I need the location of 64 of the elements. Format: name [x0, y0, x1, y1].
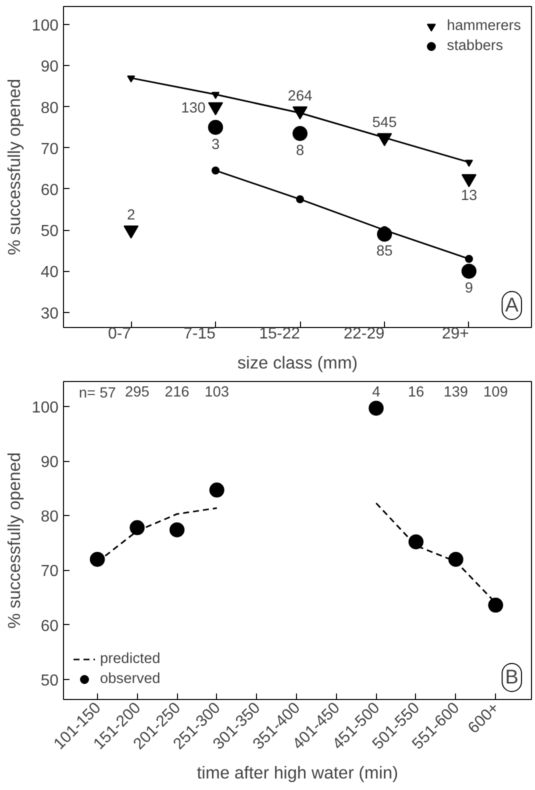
point: [292, 126, 308, 141]
point: [368, 400, 384, 416]
point: [212, 166, 220, 174]
y-tick-label: 90: [40, 58, 59, 76]
annotation: 3: [211, 136, 220, 153]
point: [464, 160, 473, 167]
y-tick-label: 100: [32, 400, 59, 417]
y-axis-title: % successfully opened: [4, 452, 24, 629]
y-tick-label: 40: [40, 264, 59, 282]
point: [90, 552, 105, 567]
y-tick-label: 70: [40, 140, 59, 158]
point: [488, 598, 504, 613]
x-tick-label: 22-29: [344, 326, 385, 342]
annotation: 216: [164, 384, 190, 400]
point: [408, 534, 424, 550]
point: [212, 92, 220, 99]
annotation: 16: [408, 384, 424, 400]
point: [448, 552, 464, 567]
y-tick-label: 70: [40, 563, 59, 580]
point: [127, 75, 136, 83]
x-tick-label: 29+: [442, 326, 469, 342]
annotation: 2: [127, 208, 136, 224]
x-axis-title: time after high water (min): [196, 762, 398, 783]
y-tick-label: 80: [40, 100, 59, 117]
point: [170, 522, 185, 538]
point: [208, 120, 224, 135]
annotation: 8: [296, 143, 304, 160]
y-tick-label: 80: [40, 508, 59, 526]
annotation: 295: [124, 384, 150, 400]
annotation: 85: [376, 244, 393, 260]
legend-label: stabbers: [446, 38, 504, 54]
annotation: 103: [204, 384, 230, 400]
legend-label: hammerers: [446, 18, 521, 34]
annotation: B: [505, 666, 519, 688]
y-tick-label: 50: [40, 672, 59, 690]
point: [209, 482, 224, 498]
y-tick-label: 30: [40, 305, 59, 322]
annotation: 9: [464, 280, 474, 297]
y-tick-label: 100: [32, 18, 59, 35]
annotation: 139: [444, 384, 468, 400]
annotation: 4: [372, 384, 380, 400]
annotation: 109: [483, 384, 508, 400]
annotation: 264: [288, 88, 312, 104]
y-axis-title: % successfully opened: [4, 78, 24, 256]
y-tick-label: 60: [40, 182, 59, 199]
legend-label: observed: [100, 671, 160, 687]
annotation: 13: [460, 188, 478, 204]
y-tick-label: 90: [40, 454, 59, 472]
annotation: 130: [181, 100, 206, 116]
point: [461, 264, 476, 279]
point: [130, 520, 145, 536]
point: [208, 102, 224, 116]
annotation: A: [505, 294, 520, 316]
legend-label: predicted: [100, 651, 160, 667]
x-tick-label: 15-22: [259, 326, 300, 342]
x-axis-title: size class (mm): [237, 352, 358, 372]
y-tick-label: 50: [40, 223, 59, 240]
annotation: 545: [372, 115, 397, 132]
point: [296, 195, 304, 204]
annotation: n= 57: [78, 386, 116, 402]
point: [464, 254, 473, 263]
x-tick-label: 7-15: [184, 326, 216, 342]
y-tick-label: 60: [40, 618, 59, 635]
x-tick-label: 0-7: [108, 326, 132, 342]
